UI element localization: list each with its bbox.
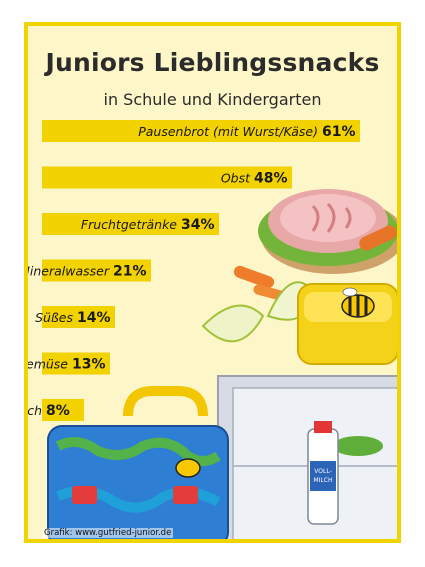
bar-5 (42, 306, 115, 328)
chart-title: Juniors Lieblingssnacks (45, 48, 380, 77)
svg-text:MILCH: MILCH (314, 477, 333, 484)
chart-subtitle: in Schule und Kindergarten (103, 90, 322, 109)
sandwich-icon (258, 189, 397, 274)
bar-category-label: Mineralwasser (28, 264, 110, 279)
bar-value-label: 14% (77, 310, 111, 326)
infographic-frame: VOLL- MILCH Juniors Lieblingssnacks in S… (24, 22, 401, 543)
bar-value-label: 8% (46, 403, 70, 419)
bar-category-label: Gemüse (28, 357, 68, 372)
bar-1 (42, 120, 360, 142)
credit-line: Grafik: www.gutfried-junior.de (42, 528, 174, 538)
bar-6 (42, 352, 110, 375)
bar-4 (42, 259, 151, 282)
bar-2 (42, 166, 292, 189)
bar-7 (42, 399, 84, 421)
bar-value-label: 13% (72, 357, 106, 373)
bar-chart: Pausenbrot (mit Wurst/Käse) 61% Obst 48% Fru… (28, 120, 360, 421)
bar-category-label: Fruchtgetränke (81, 217, 177, 232)
bar-value-label: 21% (113, 264, 147, 280)
bar-3 (42, 213, 219, 235)
bee-icon (341, 287, 375, 318)
bar-category-label: Milch (28, 403, 42, 418)
bar-category-label: Pausenbrot (mit Wurst/Käse) (138, 124, 318, 139)
svg-text:VOLL-: VOLL- (314, 468, 331, 475)
bar-value-label: 61% (322, 124, 356, 140)
food-illustration: VOLL- MILCH (47, 189, 397, 539)
bar-value-label: 34% (181, 217, 215, 233)
bar-category-label: Obst (221, 171, 251, 186)
milk-bottle-icon: VOLL- MILCH (307, 421, 339, 525)
bar-category-label: Süßes (35, 310, 73, 325)
bar-value-label: 48% (254, 171, 288, 187)
schoolbag-icon (47, 386, 229, 539)
